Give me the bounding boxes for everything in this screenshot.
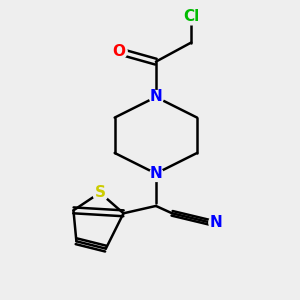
Text: O: O bbox=[112, 44, 126, 59]
Text: N: N bbox=[210, 214, 223, 230]
Text: N: N bbox=[149, 89, 162, 104]
Text: N: N bbox=[149, 166, 162, 181]
Text: Cl: Cl bbox=[183, 8, 199, 23]
Text: S: S bbox=[94, 185, 105, 200]
